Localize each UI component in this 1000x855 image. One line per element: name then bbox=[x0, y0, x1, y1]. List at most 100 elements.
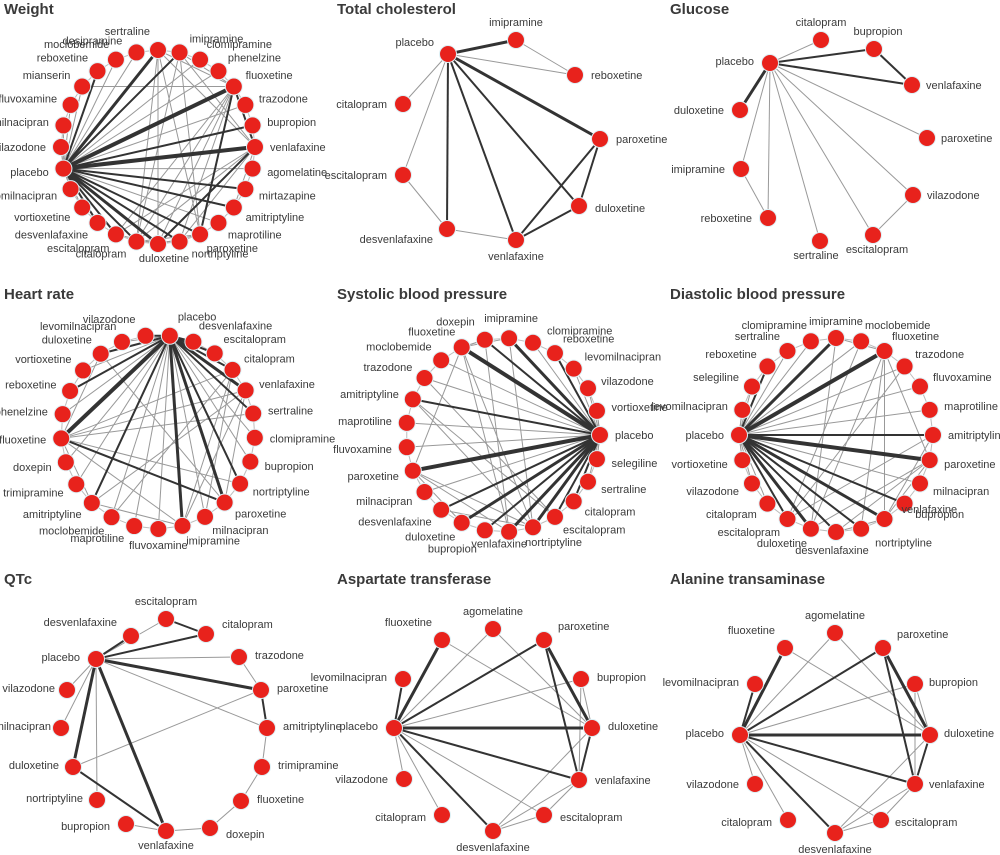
svg-text:duloxetine: duloxetine bbox=[42, 335, 92, 347]
svg-text:fluoxetine: fluoxetine bbox=[257, 794, 304, 806]
svg-text:fluoxetine: fluoxetine bbox=[0, 434, 46, 446]
svg-text:fluoxetine: fluoxetine bbox=[728, 625, 775, 637]
svg-text:venlafaxine: venlafaxine bbox=[471, 538, 527, 550]
svg-text:placebo: placebo bbox=[339, 721, 378, 733]
svg-text:placebo: placebo bbox=[685, 430, 724, 442]
svg-text:citalopram: citalopram bbox=[336, 99, 387, 111]
svg-text:maprotiline: maprotiline bbox=[228, 230, 282, 242]
svg-text:selegiline: selegiline bbox=[693, 372, 739, 384]
svg-text:escitalopram: escitalopram bbox=[895, 817, 957, 829]
svg-text:bupropion: bupropion bbox=[61, 821, 110, 833]
svg-text:amitriptyline: amitriptyline bbox=[246, 212, 305, 224]
svg-text:milnacipran: milnacipran bbox=[356, 496, 412, 508]
svg-text:venlafaxine: venlafaxine bbox=[929, 779, 985, 791]
svg-text:imipramine: imipramine bbox=[809, 316, 863, 328]
svg-text:reboxetine: reboxetine bbox=[563, 333, 614, 345]
svg-text:nortriptyline: nortriptyline bbox=[26, 793, 83, 805]
svg-text:trazodone: trazodone bbox=[363, 362, 412, 374]
svg-text:venlafaxine: venlafaxine bbox=[926, 80, 982, 92]
svg-text:placebo: placebo bbox=[615, 430, 654, 442]
svg-text:doxepin: doxepin bbox=[226, 829, 265, 841]
svg-text:fluvoxamine: fluvoxamine bbox=[333, 444, 392, 456]
svg-text:paroxetine: paroxetine bbox=[897, 629, 948, 641]
svg-text:nortriptyline: nortriptyline bbox=[525, 537, 582, 549]
svg-text:escitalopram: escitalopram bbox=[563, 525, 625, 537]
svg-text:reboxetine: reboxetine bbox=[5, 380, 56, 392]
svg-text:vortioxetine: vortioxetine bbox=[672, 459, 728, 471]
svg-text:escitalopram: escitalopram bbox=[135, 596, 197, 608]
svg-text:venlafaxine: venlafaxine bbox=[259, 379, 315, 391]
svg-text:fluvoxamine: fluvoxamine bbox=[0, 93, 57, 105]
svg-text:doxepin: doxepin bbox=[13, 462, 52, 474]
svg-text:vilazodone: vilazodone bbox=[686, 486, 739, 498]
svg-text:levomilnacipran: levomilnacipran bbox=[651, 401, 727, 413]
svg-text:escitalopram: escitalopram bbox=[224, 334, 286, 346]
svg-text:levomilnacipran: levomilnacipran bbox=[663, 677, 739, 689]
svg-text:paroxetine: paroxetine bbox=[944, 459, 995, 471]
svg-text:venlafaxine: venlafaxine bbox=[270, 142, 326, 154]
svg-text:vilazodone: vilazodone bbox=[83, 314, 136, 326]
svg-text:escitalopram: escitalopram bbox=[47, 243, 109, 255]
svg-text:agomelatine: agomelatine bbox=[805, 610, 865, 622]
svg-text:nortriptyline: nortriptyline bbox=[192, 249, 249, 261]
svg-text:fluoxetine: fluoxetine bbox=[246, 70, 293, 82]
svg-text:phenelzine: phenelzine bbox=[228, 52, 281, 64]
svg-text:citalopram: citalopram bbox=[244, 353, 295, 365]
svg-text:placebo: placebo bbox=[395, 37, 434, 49]
svg-text:bupropion: bupropion bbox=[428, 543, 477, 555]
svg-text:venlafaxine: venlafaxine bbox=[488, 251, 544, 263]
svg-text:trazodone: trazodone bbox=[915, 349, 964, 361]
svg-text:vilazodone: vilazodone bbox=[2, 683, 55, 695]
svg-text:desvenlafaxine: desvenlafaxine bbox=[44, 617, 117, 629]
svg-text:duloxetine: duloxetine bbox=[595, 203, 645, 215]
svg-text:desvenlafaxine: desvenlafaxine bbox=[358, 516, 431, 528]
svg-text:placebo: placebo bbox=[715, 56, 754, 68]
svg-text:duloxetine: duloxetine bbox=[944, 728, 994, 740]
svg-text:desvenlafaxine: desvenlafaxine bbox=[15, 230, 88, 242]
svg-text:milnacipran: milnacipran bbox=[933, 486, 989, 498]
svg-text:venlafaxine: venlafaxine bbox=[138, 840, 194, 852]
svg-text:citalopram: citalopram bbox=[796, 17, 847, 29]
svg-text:sertraline: sertraline bbox=[735, 331, 780, 343]
svg-text:citalopram: citalopram bbox=[721, 817, 772, 829]
svg-text:bupropion: bupropion bbox=[597, 672, 646, 684]
svg-text:bupropion: bupropion bbox=[854, 26, 903, 38]
svg-text:paroxetine: paroxetine bbox=[941, 133, 992, 145]
svg-text:levomilnacipran: levomilnacipran bbox=[585, 351, 661, 363]
svg-text:placebo: placebo bbox=[685, 728, 724, 740]
svg-text:phenelzine: phenelzine bbox=[0, 406, 48, 418]
svg-text:duloxetine: duloxetine bbox=[757, 538, 807, 550]
svg-text:duloxetine: duloxetine bbox=[139, 253, 189, 265]
svg-text:maprotiline: maprotiline bbox=[944, 401, 998, 413]
svg-text:levomilnacipran: levomilnacipran bbox=[0, 721, 51, 733]
svg-text:mirtazapine: mirtazapine bbox=[259, 191, 316, 203]
svg-text:trazodone: trazodone bbox=[259, 93, 308, 105]
svg-text:fluvoxamine: fluvoxamine bbox=[933, 372, 992, 384]
svg-text:selegiline: selegiline bbox=[611, 458, 657, 470]
svg-text:reboxetine: reboxetine bbox=[705, 349, 756, 361]
svg-text:amitriptyline: amitriptyline bbox=[340, 389, 399, 401]
svg-text:maprotiline: maprotiline bbox=[338, 416, 392, 428]
svg-text:desvenlafaxine: desvenlafaxine bbox=[360, 234, 433, 246]
svg-text:doxepin: doxepin bbox=[436, 317, 475, 329]
svg-text:imipramine: imipramine bbox=[186, 535, 240, 547]
svg-text:fluoxetine: fluoxetine bbox=[385, 617, 432, 629]
svg-text:citalopram: citalopram bbox=[222, 619, 273, 631]
svg-text:desvenlafaxine: desvenlafaxine bbox=[456, 842, 529, 854]
svg-text:placebo: placebo bbox=[41, 652, 80, 664]
svg-text:clomipramine: clomipramine bbox=[742, 320, 807, 332]
svg-text:reboxetine: reboxetine bbox=[591, 70, 642, 82]
svg-text:duloxetine: duloxetine bbox=[9, 760, 59, 772]
svg-text:paroxetine: paroxetine bbox=[347, 471, 398, 483]
svg-text:vilazodone: vilazodone bbox=[335, 774, 388, 786]
svg-text:escitalopram: escitalopram bbox=[560, 812, 622, 824]
svg-text:duloxetine: duloxetine bbox=[674, 105, 724, 117]
svg-text:reboxetine: reboxetine bbox=[37, 52, 88, 64]
svg-text:desvenlafaxine: desvenlafaxine bbox=[798, 844, 871, 855]
svg-text:fluvoxamine: fluvoxamine bbox=[129, 540, 188, 552]
svg-text:fluoxetine: fluoxetine bbox=[892, 331, 939, 343]
svg-text:clomipramine: clomipramine bbox=[207, 39, 272, 51]
svg-text:desipramine: desipramine bbox=[62, 35, 122, 47]
svg-text:amitriptyline: amitriptyline bbox=[23, 509, 82, 521]
svg-text:escitalopram: escitalopram bbox=[325, 170, 387, 182]
